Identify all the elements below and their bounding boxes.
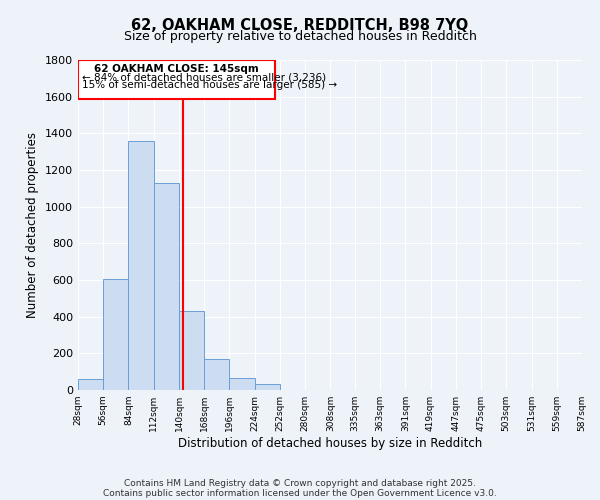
Text: Size of property relative to detached houses in Redditch: Size of property relative to detached ho… bbox=[124, 30, 476, 43]
Bar bbox=[154, 183, 179, 390]
Text: ← 84% of detached houses are smaller (3,236): ← 84% of detached houses are smaller (3,… bbox=[82, 72, 326, 83]
Bar bbox=[128, 140, 154, 390]
Bar bbox=[78, 60, 275, 100]
Bar bbox=[204, 359, 229, 390]
Bar bbox=[78, 379, 103, 390]
X-axis label: Distribution of detached houses by size in Redditch: Distribution of detached houses by size … bbox=[178, 437, 482, 450]
Bar bbox=[179, 311, 204, 390]
Text: Contains HM Land Registry data © Crown copyright and database right 2025.: Contains HM Land Registry data © Crown c… bbox=[124, 478, 476, 488]
Text: 62, OAKHAM CLOSE, REDDITCH, B98 7YQ: 62, OAKHAM CLOSE, REDDITCH, B98 7YQ bbox=[131, 18, 469, 32]
Bar bbox=[103, 279, 128, 390]
Text: Contains public sector information licensed under the Open Government Licence v3: Contains public sector information licen… bbox=[103, 488, 497, 498]
Y-axis label: Number of detached properties: Number of detached properties bbox=[26, 132, 40, 318]
Text: 62 OAKHAM CLOSE: 145sqm: 62 OAKHAM CLOSE: 145sqm bbox=[94, 64, 259, 74]
Bar bbox=[255, 384, 280, 390]
Text: 15% of semi-detached houses are larger (585) →: 15% of semi-detached houses are larger (… bbox=[82, 80, 337, 90]
Bar bbox=[229, 378, 255, 390]
